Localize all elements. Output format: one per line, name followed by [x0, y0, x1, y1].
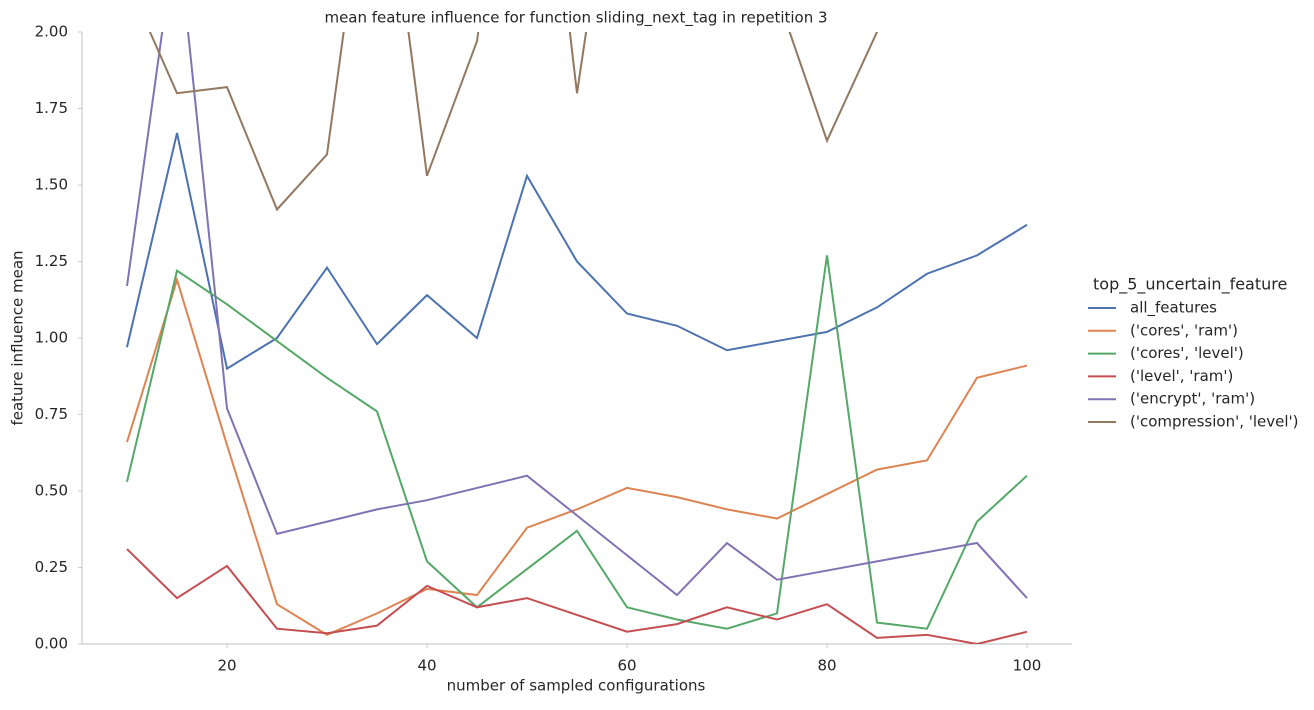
y-tick-label: 0.00	[35, 635, 68, 653]
series-line	[126, 255, 1028, 630]
y-tick-label: 0.25	[35, 558, 68, 576]
legend-label: all_features	[1130, 299, 1217, 318]
chart-title: mean feature influence for function slid…	[324, 9, 827, 28]
x-tick-label: 20	[217, 657, 236, 675]
series-line	[126, 132, 1028, 371]
legend-label: ('compression', 'level')	[1130, 413, 1299, 431]
x-tick-label: 100	[1013, 657, 1042, 675]
series-line	[148, 32, 879, 212]
y-tick-label: 1.00	[35, 329, 68, 347]
legend-label: ('level', 'ram')	[1130, 367, 1233, 385]
y-tick-label: 1.75	[35, 99, 68, 117]
y-tick-label: 1.25	[35, 252, 68, 270]
y-tick-label: 0.50	[35, 482, 68, 500]
y-tick-label: 1.50	[35, 176, 68, 194]
legend-title: top_5_uncertain_feature	[1093, 275, 1287, 295]
x-tick-label: 40	[417, 657, 436, 675]
series-line	[126, 548, 1028, 644]
series-line	[126, 32, 1028, 599]
series-line	[126, 276, 1028, 636]
x-tick-label: 60	[617, 657, 636, 675]
legend-label: ('cores', 'ram')	[1130, 321, 1238, 339]
x-tick-label: 80	[817, 657, 836, 675]
y-tick-label: 0.75	[35, 405, 68, 423]
x-axis-label: number of sampled configurations	[447, 677, 706, 695]
legend-label: ('encrypt', 'ram')	[1130, 390, 1255, 408]
y-axis-label: feature influence mean	[9, 250, 27, 425]
y-tick-label: 2.00	[35, 23, 68, 41]
legend-label: ('cores', 'level')	[1130, 344, 1244, 362]
